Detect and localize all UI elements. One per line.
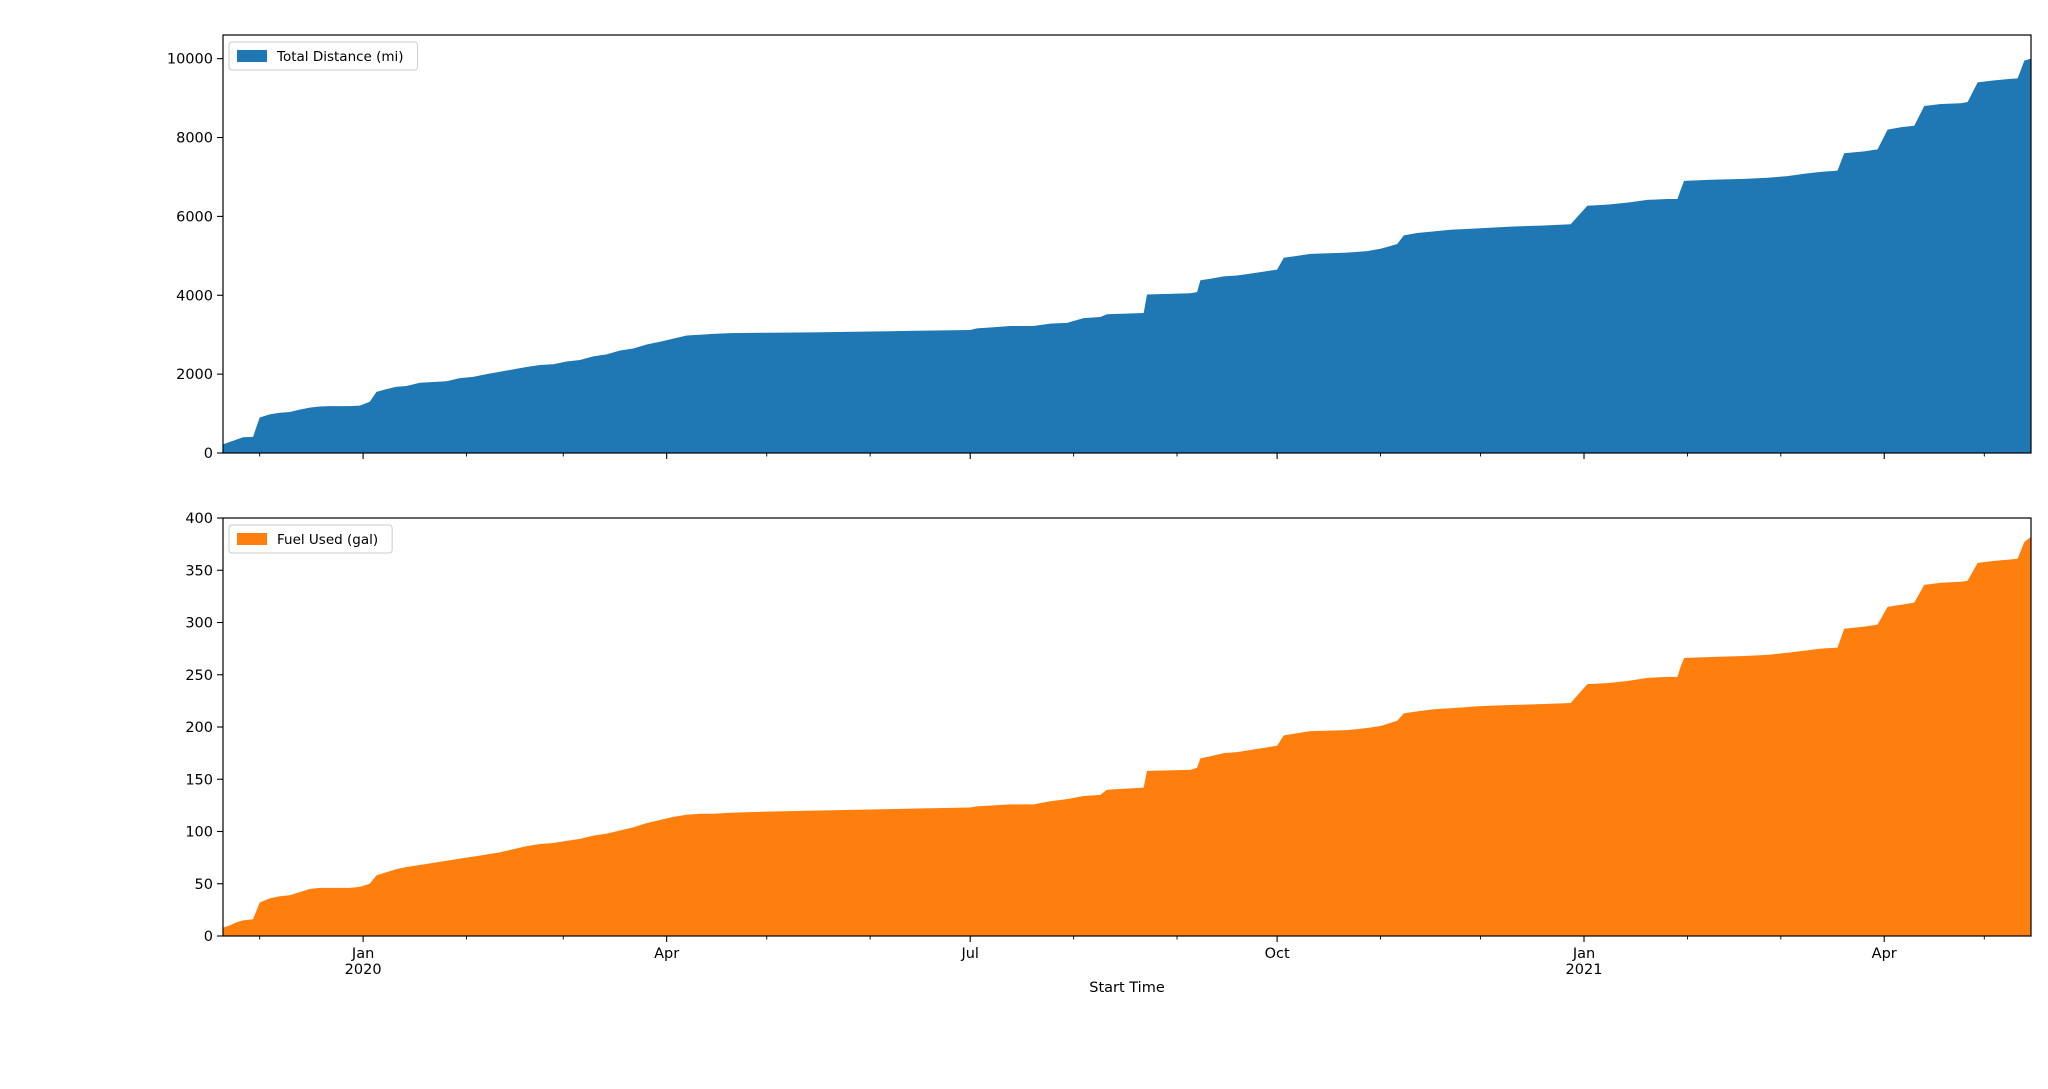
distance-legend: Total Distance (mi) <box>228 41 419 71</box>
fuel-y-tick-label: 200 <box>185 720 213 736</box>
fuel-y-tick-label: 50 <box>195 877 213 893</box>
distance-y-tick-label: 4000 <box>176 288 213 304</box>
fuel-y-tick-label: 100 <box>185 825 213 841</box>
fuel-y-tick-label: 250 <box>185 668 213 684</box>
distance-legend-label: Total Distance (mi) <box>276 49 404 65</box>
distance-y-tick-label: 8000 <box>176 131 213 147</box>
distance-plot-frame <box>222 34 2032 454</box>
x-tick-label: Jan <box>351 946 374 962</box>
distance-panel: 0 2000 4000 6000 8000 10000 Total Distance (m… <box>167 34 2032 462</box>
fuel-legend-label: Fuel Used (gal) <box>277 532 378 548</box>
x-tick-label: Apr <box>1872 946 1897 962</box>
fuel-y-tick-label: 350 <box>185 563 213 579</box>
distance-area <box>223 58 2031 453</box>
fuel-y-tick-label: 0 <box>204 929 213 945</box>
x-tick-label: Jul <box>960 946 979 962</box>
fuel-panel: 0 50 100 150 200 250 300 350 400 Fuel Used (gal) <box>185 511 2032 945</box>
x-tick-label: Jan <box>1572 946 1595 962</box>
fuel-y-tick-label: 150 <box>185 772 213 788</box>
x-axis-title: Start Time <box>1089 980 1165 996</box>
distance-legend-swatch <box>237 50 267 62</box>
x-tick-year-label: 2020 <box>345 962 382 978</box>
fuel-legend-box <box>228 524 393 554</box>
fuel-plot-frame <box>222 517 2032 937</box>
fuel-area <box>223 536 2031 936</box>
x-tick-year-label: 2021 <box>1566 962 1603 978</box>
fuel-area-layer <box>223 536 2031 936</box>
fuel-legend: Fuel Used (gal) <box>228 524 393 554</box>
distance-y-tick-label: 0 <box>204 446 213 462</box>
fuel-legend-swatch <box>237 533 267 545</box>
fuel-y-axis: 0 50 100 150 200 250 300 350 400 <box>185 511 223 945</box>
distance-y-tick-label: 6000 <box>176 209 213 225</box>
distance-area-layer <box>223 58 2031 453</box>
fuel-y-tick-label: 300 <box>185 616 213 632</box>
x-tick-label: Oct <box>1265 946 1290 962</box>
x-tick-label: Apr <box>654 946 679 962</box>
distance-y-tick-label: 10000 <box>167 52 213 68</box>
fuel-y-tick-label: 400 <box>185 511 213 527</box>
distance-y-tick-label: 2000 <box>176 367 213 383</box>
distance-legend-box <box>228 41 419 71</box>
distance-y-axis: 0 2000 4000 6000 8000 10000 <box>167 52 223 462</box>
